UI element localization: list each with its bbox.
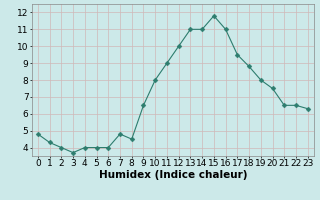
X-axis label: Humidex (Indice chaleur): Humidex (Indice chaleur) — [99, 170, 247, 180]
